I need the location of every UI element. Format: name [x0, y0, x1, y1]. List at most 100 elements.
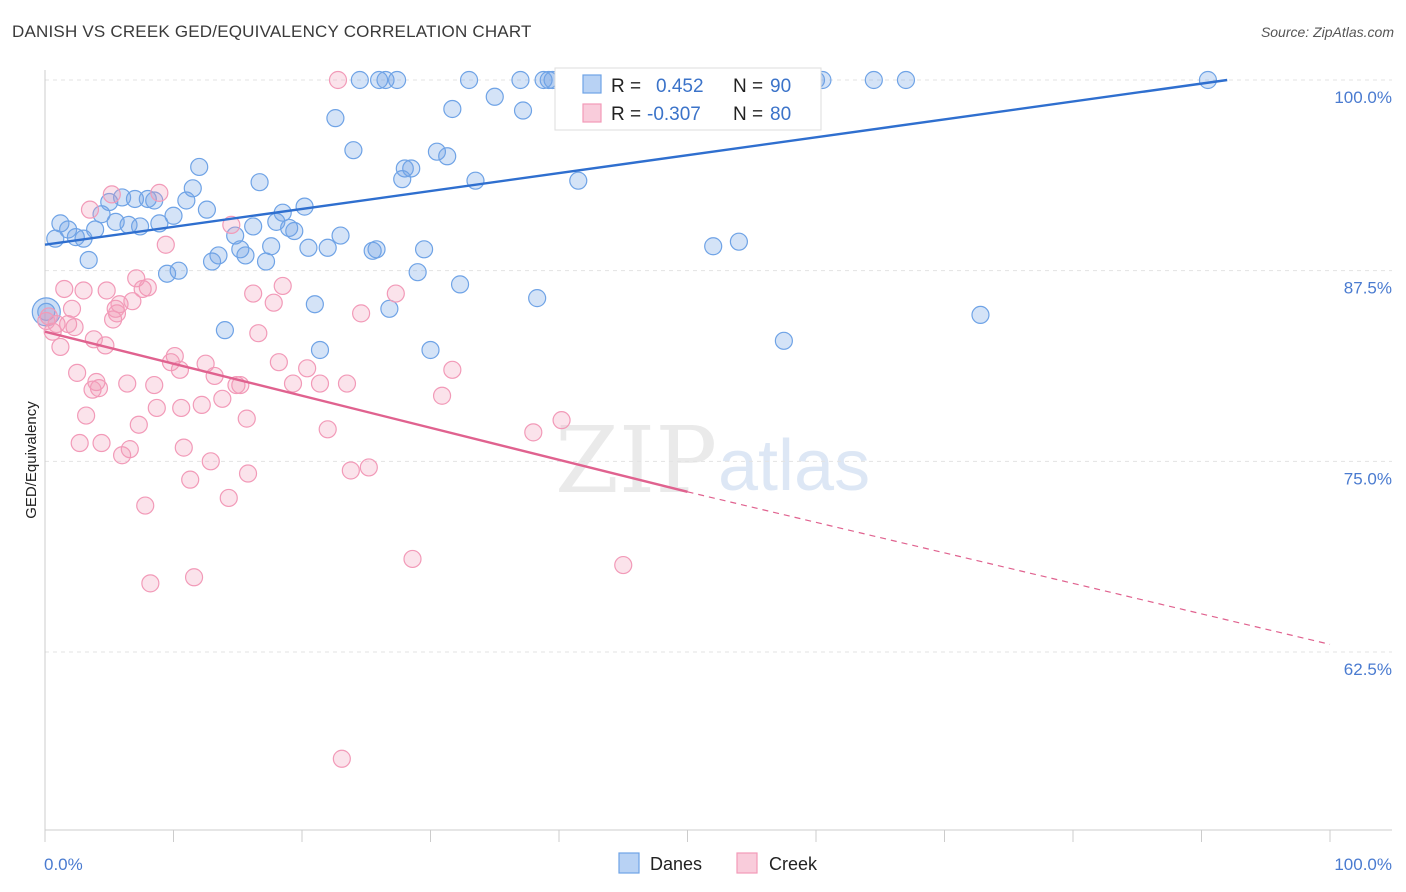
bottom-legend-creek-label: Creek [769, 854, 818, 874]
danes-point [569, 171, 588, 190]
axes: 100.0% 87.5% 75.0% 62.5% 0.0% 100.0% [44, 70, 1392, 874]
danes-point [318, 238, 337, 257]
creek-point [92, 433, 111, 453]
legend-creek-r-label: R = [611, 104, 641, 125]
creek-point [443, 360, 462, 379]
danes-point [125, 189, 145, 209]
danes-point [305, 295, 324, 314]
danes-point [370, 70, 389, 90]
danes-point [331, 226, 350, 245]
danes-point [485, 87, 504, 106]
creek-point [129, 415, 148, 434]
creek-point [249, 324, 268, 343]
danes-point [285, 221, 304, 241]
legend-danes-r-value: 0.452 [656, 76, 704, 97]
creek-point [298, 359, 317, 378]
danes-point [86, 220, 105, 239]
danes-point [408, 263, 427, 282]
creek-point [174, 438, 193, 457]
creek-point [97, 281, 116, 300]
creek-point [386, 284, 405, 303]
danes-point [528, 289, 547, 308]
creek-point [65, 318, 84, 337]
danes-point [459, 70, 479, 90]
danes-point [387, 70, 407, 90]
creek-point [337, 374, 357, 393]
danes-point [971, 305, 990, 325]
creek-point [283, 374, 303, 393]
danes-point [59, 220, 78, 239]
bottom-legend-creek-swatch [736, 852, 758, 874]
watermark-zip: ZIP [555, 407, 717, 514]
danes-point [344, 141, 363, 160]
creek-point [269, 353, 288, 372]
danes-point [183, 179, 202, 198]
creek-point [524, 423, 543, 442]
danes-point [443, 99, 462, 119]
creek-point [222, 215, 241, 235]
creek-point [552, 411, 571, 430]
danes-point [262, 237, 281, 256]
danes-point [310, 340, 330, 360]
creek-point [141, 574, 160, 593]
creek-point [403, 549, 422, 569]
danes-point [164, 206, 183, 225]
creek-point [118, 374, 137, 393]
creek-point [80, 200, 100, 219]
creek-point [237, 409, 256, 428]
creek-point [136, 496, 155, 515]
danes-point [280, 218, 299, 238]
danes-point [729, 232, 749, 251]
chart-title: DANISH VS CREEK GED/EQUIVALENCY CORRELAT… [12, 22, 532, 41]
creek-point [156, 235, 175, 254]
danes-point [704, 237, 723, 256]
creek-point [201, 452, 220, 471]
y-tick-label: 87.5% [1344, 279, 1392, 298]
creek-point [264, 293, 283, 312]
danes-point [1198, 70, 1218, 90]
legend-danes-n-label: N = [733, 76, 763, 97]
creek-point [273, 276, 292, 296]
creek-point [51, 337, 70, 357]
creek-point [123, 292, 142, 311]
danes-point [450, 275, 470, 294]
y-tick-label: 100.0% [1334, 88, 1392, 107]
creek-point [181, 470, 200, 489]
creek-point [102, 185, 121, 204]
danes-point [427, 142, 447, 161]
top-legend: R = 0.452 N = 90 R = -0.307 N = 80 [554, 67, 822, 131]
danes-point [226, 226, 245, 245]
creek-point [341, 461, 360, 480]
danes-point [421, 340, 440, 360]
trend-lines [44, 78, 1331, 645]
creek-point [172, 398, 191, 418]
legend-creek-swatch [582, 103, 602, 123]
creek-point [184, 568, 204, 587]
danes-point [350, 70, 369, 90]
source-credit: Source: ZipAtlas.com [1260, 24, 1394, 40]
bottom-legend: Danes Creek [618, 852, 818, 874]
creek-point [244, 284, 263, 303]
y-tick-label: 62.5% [1344, 660, 1392, 679]
x-tick-label: 100.0% [1334, 855, 1392, 874]
danes-point [299, 238, 318, 257]
y-axis-label: GED/Equivalency [23, 401, 40, 519]
x-tick-label: 0.0% [44, 855, 83, 874]
creek-point [238, 464, 258, 483]
creek-point [55, 279, 74, 299]
danes-point [367, 240, 386, 259]
danes-point [774, 331, 793, 350]
danes-point [236, 246, 255, 265]
creek-point [328, 70, 348, 90]
danes-point [402, 159, 421, 178]
creek-point [213, 389, 232, 408]
creek-point [145, 375, 164, 395]
creek-point [70, 433, 89, 453]
creek-point [37, 311, 56, 331]
danes-point [215, 321, 234, 340]
creek-point [614, 555, 633, 575]
danes-point [395, 159, 414, 178]
danes-point [414, 240, 434, 259]
danes-point [513, 101, 533, 120]
